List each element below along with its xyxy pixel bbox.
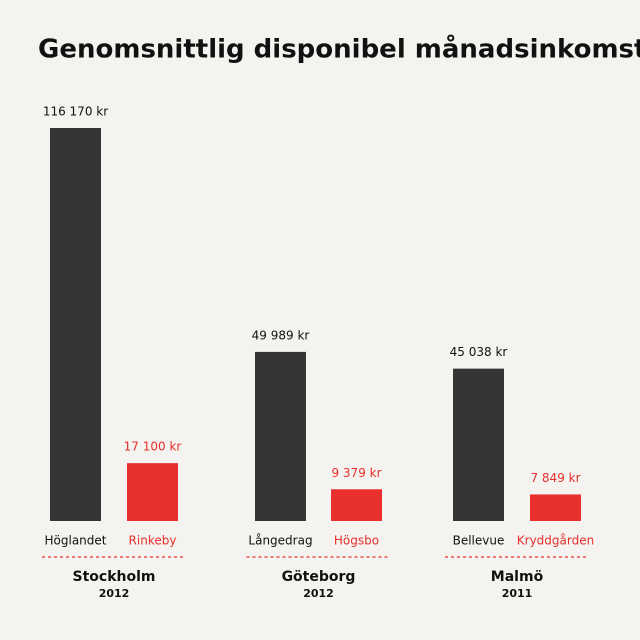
bar: [530, 494, 581, 521]
group-name: Göteborg: [282, 569, 356, 585]
bar: [453, 368, 504, 521]
group-name: Stockholm: [73, 569, 156, 585]
group-year: 2012: [99, 587, 130, 600]
category-label: Rinkeby: [129, 534, 177, 548]
category-label: Höglandet: [45, 534, 107, 548]
value-label: 49 989 kr: [252, 328, 310, 342]
category-label: Högsbo: [334, 534, 379, 548]
group-year: 2012: [303, 587, 334, 600]
group-year: 2011: [502, 587, 533, 600]
category-label: Kryddgården: [517, 534, 594, 548]
category-label: Långedrag: [248, 534, 312, 548]
chart-title: Genomsnittlig disponibel månadsinkomst: [38, 33, 640, 65]
bar: [127, 463, 178, 521]
bar: [255, 351, 306, 521]
value-label: 9 379 kr: [331, 466, 381, 480]
bar: [331, 489, 382, 521]
category-label: Bellevue: [453, 534, 505, 548]
value-label: 116 170 kr: [43, 105, 108, 119]
group-name: Malmö: [491, 569, 544, 585]
value-label: 17 100 kr: [124, 440, 182, 454]
bar: [50, 128, 101, 521]
value-label: 45 038 kr: [450, 345, 508, 359]
value-label: 7 849 kr: [530, 471, 580, 485]
